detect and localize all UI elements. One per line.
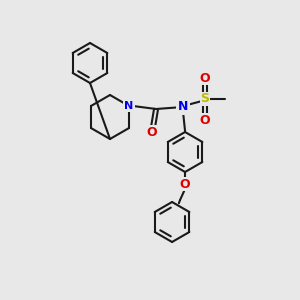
Text: O: O — [147, 125, 158, 139]
Text: O: O — [200, 71, 210, 85]
Text: N: N — [124, 101, 134, 111]
Text: N: N — [178, 100, 188, 113]
Text: O: O — [200, 113, 210, 127]
Text: O: O — [180, 178, 190, 190]
Text: S: S — [201, 92, 210, 106]
